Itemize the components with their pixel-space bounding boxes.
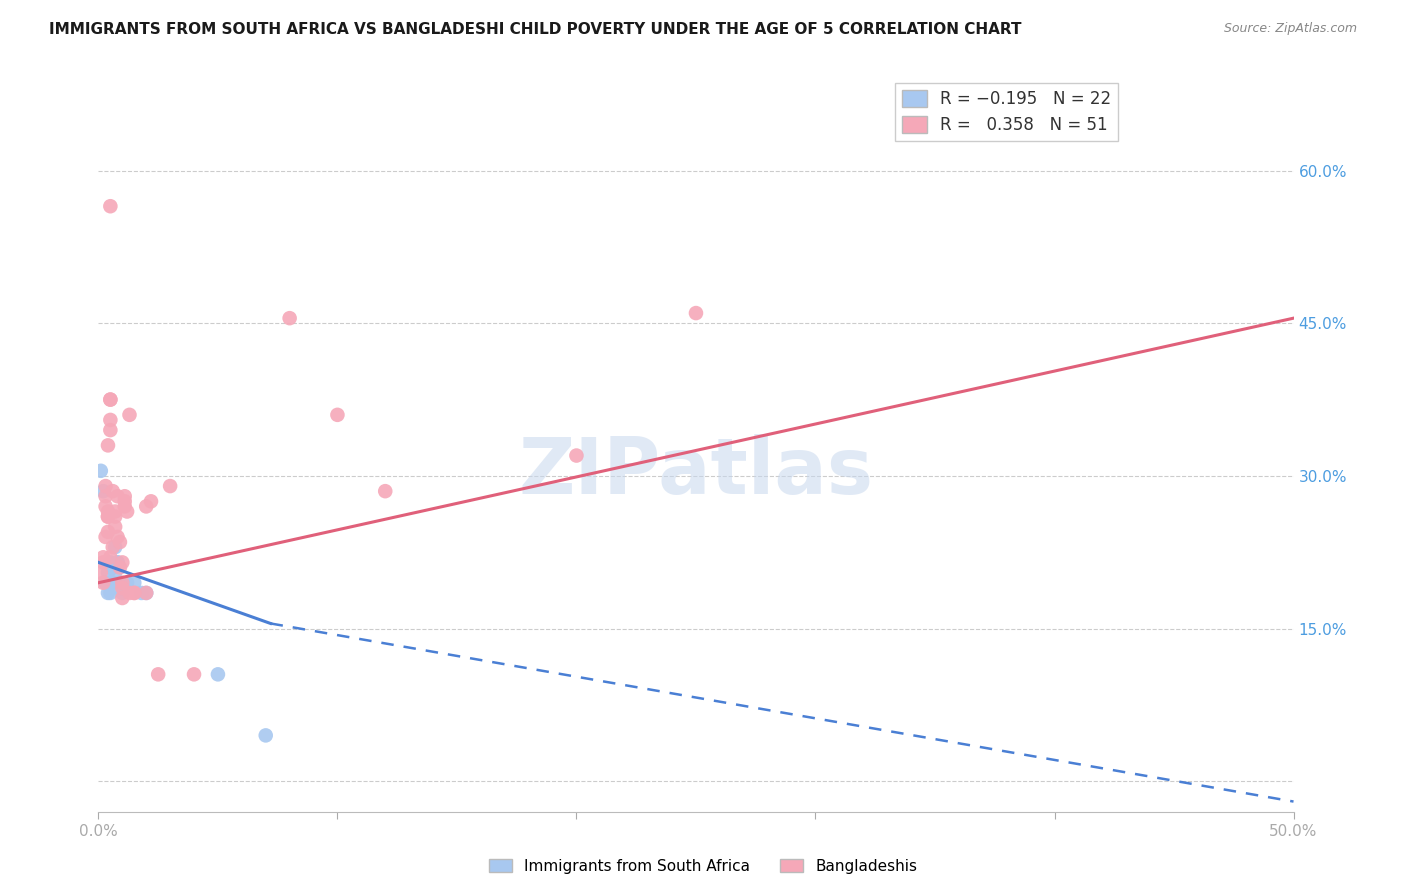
Point	[115, 504, 138, 518]
Point	[101, 575, 124, 590]
Point	[91, 484, 114, 499]
Point	[159, 479, 181, 493]
Point	[97, 438, 120, 452]
Point	[278, 311, 301, 326]
Point	[565, 449, 588, 463]
Point	[183, 667, 205, 681]
Point	[326, 408, 349, 422]
Point	[115, 575, 138, 590]
Point	[111, 586, 134, 600]
Point	[98, 550, 122, 565]
Point	[114, 500, 136, 514]
Point	[254, 728, 277, 742]
Point	[108, 535, 131, 549]
Point	[124, 586, 146, 600]
Point	[104, 566, 127, 580]
Point	[114, 494, 136, 508]
Point	[111, 555, 134, 569]
Point	[135, 586, 157, 600]
Point	[107, 530, 129, 544]
Point	[94, 575, 117, 590]
Point	[98, 392, 122, 407]
Point	[135, 500, 157, 514]
Point	[374, 484, 396, 499]
Point	[97, 509, 120, 524]
Point	[97, 524, 120, 539]
Point	[98, 575, 122, 590]
Point	[98, 392, 122, 407]
Point	[124, 575, 146, 590]
Point	[111, 575, 134, 590]
Point	[107, 555, 129, 569]
Point	[98, 413, 122, 427]
Point	[90, 566, 112, 580]
Text: IMMIGRANTS FROM SOUTH AFRICA VS BANGLADESHI CHILD POVERTY UNDER THE AGE OF 5 COR: IMMIGRANTS FROM SOUTH AFRICA VS BANGLADE…	[49, 22, 1022, 37]
Point	[685, 306, 707, 320]
Point	[94, 500, 117, 514]
Point	[207, 667, 229, 681]
Point	[97, 504, 120, 518]
Point	[148, 667, 170, 681]
Point	[124, 586, 146, 600]
Point	[135, 586, 157, 600]
Point	[98, 423, 122, 437]
Point	[91, 550, 114, 565]
Point	[90, 464, 112, 478]
Point	[98, 199, 122, 213]
Point	[108, 575, 131, 590]
Point	[104, 509, 127, 524]
Point	[94, 489, 117, 503]
Point	[101, 540, 124, 554]
Point	[98, 586, 122, 600]
Text: Source: ZipAtlas.com: Source: ZipAtlas.com	[1223, 22, 1357, 36]
Point	[97, 566, 120, 580]
Point	[139, 494, 162, 508]
Point	[91, 555, 114, 569]
Text: ZIPatlas: ZIPatlas	[519, 434, 873, 510]
Point	[108, 560, 131, 574]
Point	[101, 560, 124, 574]
Point	[118, 408, 141, 422]
Point	[94, 479, 117, 493]
Point	[118, 586, 141, 600]
Point	[114, 489, 136, 503]
Point	[107, 489, 129, 503]
Legend: Immigrants from South Africa, Bangladeshis: Immigrants from South Africa, Bangladesh…	[482, 853, 924, 880]
Point	[107, 555, 129, 569]
Point	[111, 591, 134, 605]
Point	[104, 540, 127, 554]
Point	[94, 530, 117, 544]
Point	[97, 509, 120, 524]
Point	[104, 520, 127, 534]
Point	[98, 555, 122, 569]
Point	[101, 484, 124, 499]
Point	[91, 575, 114, 590]
Point	[131, 586, 153, 600]
Point	[97, 586, 120, 600]
Legend: R = −0.195   N = 22, R =   0.358   N = 51: R = −0.195 N = 22, R = 0.358 N = 51	[896, 83, 1118, 141]
Point	[104, 504, 127, 518]
Point	[111, 581, 134, 595]
